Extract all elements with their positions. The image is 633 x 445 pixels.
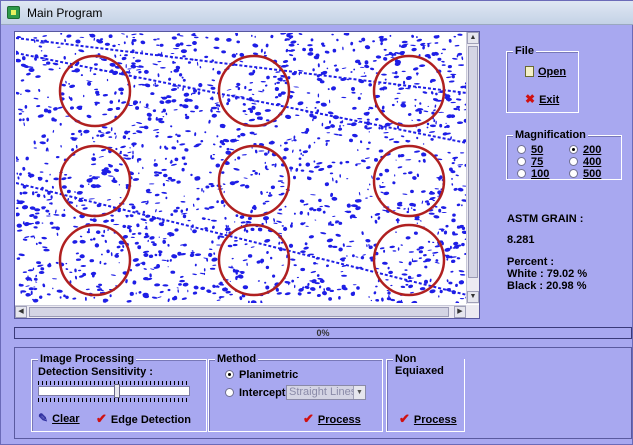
window-title: Main Program: [27, 6, 103, 20]
sampling-circle: [372, 54, 446, 128]
checkmark-icon: ✔: [96, 411, 107, 426]
sampling-circle: [58, 54, 132, 128]
mag-radio-500[interactable]: 500: [569, 168, 601, 180]
edge-detection-button[interactable]: ✔ Edge Detection: [96, 411, 191, 427]
progress-text: 0%: [316, 328, 330, 338]
black-percent: Black : 20.98 %: [507, 280, 587, 292]
exit-button[interactable]: ✖ Exit: [525, 92, 559, 106]
planimetric-dot: [225, 370, 234, 379]
intercept-dot: [225, 388, 234, 397]
planimetric-label: Planimetric: [239, 369, 299, 381]
image-viewer: ▲ ▼ ◀ ▶: [14, 31, 480, 319]
grain-speckles: [16, 33, 467, 303]
mag-radio-75[interactable]: 75: [517, 156, 543, 168]
file-group-label: File: [513, 45, 536, 57]
mag-radio-200[interactable]: 200: [569, 144, 601, 156]
method-process-label: Process: [317, 414, 361, 426]
title-bar: Main Program: [1, 1, 633, 25]
mag-100-dot: [517, 169, 526, 178]
black-value: 20.98 %: [546, 280, 587, 292]
image-processing-group: Image Processing Detection Sensitivity :…: [31, 353, 207, 432]
mag-200-label: 200: [583, 144, 602, 156]
intercept-radio[interactable]: Intercept: [225, 387, 285, 399]
non-equiaxed-label: Non Equiaxed: [393, 353, 464, 377]
intercept-label: Intercept: [239, 387, 286, 399]
percent-label: Percent :: [507, 256, 555, 268]
sensitivity-slider-thumb[interactable]: [113, 384, 120, 398]
mag-50-label: 50: [531, 144, 544, 156]
mag-75-label: 75: [531, 156, 544, 168]
checkmark-icon: ✔: [303, 411, 314, 426]
sampling-circle: [58, 223, 132, 297]
method-group: Method Planimetric Intercept Straight Li…: [208, 353, 383, 432]
grain-image[interactable]: [16, 33, 467, 303]
horizontal-scrollbar[interactable]: ◀ ▶: [15, 305, 467, 318]
sampling-circle: [217, 144, 291, 218]
mag-400-label: 400: [583, 156, 602, 168]
magnification-label: Magnification: [513, 129, 588, 141]
mag-400-dot: [569, 157, 578, 166]
sampling-circle: [217, 223, 291, 297]
clear-label: Clear: [52, 413, 80, 425]
mag-500-label: 500: [583, 168, 602, 180]
white-value: 79.02 %: [546, 268, 588, 280]
edge-detection-label: Edge Detection: [110, 414, 191, 426]
mag-200-dot: [569, 145, 578, 154]
exit-label: Exit: [539, 94, 560, 106]
chevron-down-icon[interactable]: ▼: [353, 386, 365, 399]
checkmark-icon: ✔: [399, 411, 410, 426]
open-button[interactable]: Open: [525, 66, 566, 78]
progress-bar: 0%: [14, 327, 632, 339]
mag-75-dot: [517, 157, 526, 166]
open-file-icon: [525, 66, 534, 77]
astm-grain-label: ASTM GRAIN :: [507, 213, 584, 225]
non-equiaxed-process-button[interactable]: ✔ Process: [399, 411, 457, 427]
intercept-type-select[interactable]: Straight Lines ▼: [286, 385, 366, 400]
black-label: Black :: [507, 280, 544, 292]
clear-button[interactable]: ✎ Clear: [38, 411, 80, 425]
mag-radio-100[interactable]: 100: [517, 168, 549, 180]
white-label: White :: [507, 268, 544, 280]
mag-100-label: 100: [531, 168, 550, 180]
mag-500-dot: [569, 169, 578, 178]
slider-ticks-top: [38, 381, 190, 385]
scroll-left-icon[interactable]: ◀: [15, 306, 27, 318]
mag-radio-50[interactable]: 50: [517, 144, 543, 156]
bottom-panel: Image Processing Detection Sensitivity :…: [14, 347, 632, 439]
sampling-circle: [372, 223, 446, 297]
app-icon: [7, 6, 20, 19]
planimetric-radio[interactable]: Planimetric: [225, 369, 298, 381]
mag-radio-400[interactable]: 400: [569, 156, 601, 168]
sampling-circle: [217, 54, 291, 128]
method-process-button[interactable]: ✔ Process: [303, 411, 361, 427]
magnification-group: Magnification 50 200 75 400 100 500: [506, 129, 622, 180]
intercept-type-value: Straight Lines: [289, 386, 357, 398]
file-group: File Open ✖ Exit: [506, 45, 579, 113]
horizontal-scroll-thumb[interactable]: [29, 307, 449, 317]
eraser-icon: ✎: [38, 411, 49, 425]
scroll-corner: [466, 305, 479, 318]
scroll-right-icon[interactable]: ▶: [454, 306, 466, 318]
scroll-up-icon[interactable]: ▲: [467, 32, 479, 44]
white-percent: White : 79.02 %: [507, 268, 587, 280]
grain-micrograph: [16, 33, 467, 303]
mag-50-dot: [517, 145, 526, 154]
sampling-circle: [58, 144, 132, 218]
vertical-scrollbar[interactable]: ▲ ▼: [466, 32, 479, 304]
method-label: Method: [215, 353, 259, 365]
sampling-circle: [372, 144, 446, 218]
image-processing-label: Image Processing: [38, 353, 137, 365]
non-equiaxed-group: Non Equiaxed ✔ Process: [386, 353, 465, 432]
detection-sensitivity-label: Detection Sensitivity :: [38, 366, 153, 378]
open-label: Open: [538, 66, 567, 78]
slider-ticks-bottom: [38, 398, 190, 402]
non-equiaxed-process-label: Process: [413, 414, 457, 426]
scroll-down-icon[interactable]: ▼: [467, 291, 479, 303]
astm-grain-value: 8.281: [507, 234, 535, 246]
exit-icon: ✖: [525, 92, 536, 106]
vertical-scroll-thumb[interactable]: [468, 46, 478, 278]
